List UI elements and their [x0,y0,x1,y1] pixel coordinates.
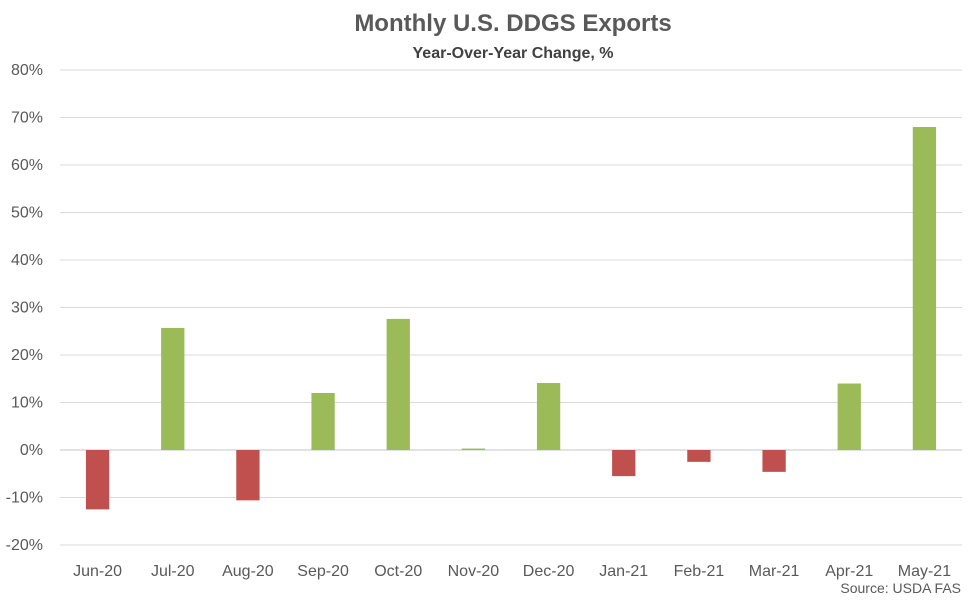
x-tick-label: Aug-20 [222,563,274,580]
x-tick-label: May-21 [898,563,951,580]
y-tick-label: 60% [11,157,43,174]
y-tick-label: 0% [20,442,43,459]
x-tick-label: Sep-20 [297,563,349,580]
y-tick-label: 70% [11,110,43,127]
chart-subtitle: Year-Over-Year Change, % [413,45,614,62]
x-axis-tick-labels: Jun-20 Jul-20 Aug-20 Sep-20 Oct-20 Nov-20 Dec-… [73,563,951,580]
x-tick-label: Apr-21 [825,563,873,580]
source-note: Source: USDA FAS [840,580,961,596]
x-tick-label: Oct-20 [374,563,422,580]
bar-jan-21 [612,450,636,477]
bar-aug-20 [236,450,260,501]
y-tick-label: -10% [6,490,43,507]
gridlines [60,69,962,546]
bars [85,127,937,510]
x-tick-label: Jul-20 [151,563,195,580]
bar-mar-21 [762,450,786,472]
bar-oct-20 [386,318,410,450]
bar-jun-20 [85,450,110,510]
x-tick-label: Dec-20 [523,563,575,580]
bar-nov-20 [461,448,486,450]
x-tick-label: Feb-21 [674,563,725,580]
chart-title: Monthly U.S. DDGS Exports [354,10,671,37]
x-tick-label: Nov-20 [448,563,500,580]
x-tick-label: Jan-21 [599,563,648,580]
bar-jul-20 [161,327,185,450]
y-tick-label: 10% [11,395,43,412]
y-tick-label: 80% [11,62,43,79]
x-tick-label: Jun-20 [73,563,122,580]
y-axis-tick-labels: 80% 70% 60% 50% 40% 30% 20% 10% 0% -10% -20% [6,62,43,554]
bar-sep-20 [311,393,335,450]
bar-dec-20 [536,383,561,450]
bar-apr-21 [837,383,861,450]
y-tick-label: 30% [11,300,43,317]
x-tick-label: Mar-21 [749,563,800,580]
y-tick-label: 50% [11,205,43,222]
y-tick-label: -20% [6,537,43,554]
y-tick-label: 20% [11,347,43,364]
bar-feb-21 [687,450,711,462]
y-tick-label: 40% [11,252,43,269]
bar-may-21 [912,127,937,450]
